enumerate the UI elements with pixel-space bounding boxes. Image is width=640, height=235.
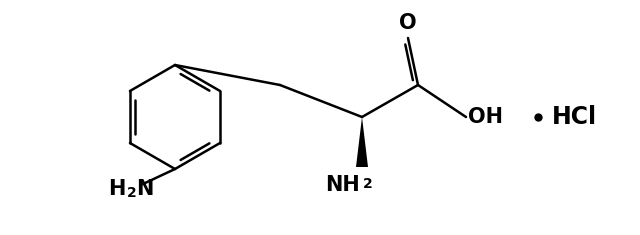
Text: HCl: HCl: [552, 105, 597, 129]
Text: N: N: [136, 179, 154, 199]
Text: O: O: [399, 13, 417, 33]
Text: 2: 2: [127, 186, 137, 200]
Text: NH: NH: [325, 175, 360, 195]
Polygon shape: [356, 117, 368, 167]
Text: OH: OH: [468, 107, 503, 127]
Text: H: H: [108, 179, 125, 199]
Text: 2: 2: [363, 177, 373, 191]
